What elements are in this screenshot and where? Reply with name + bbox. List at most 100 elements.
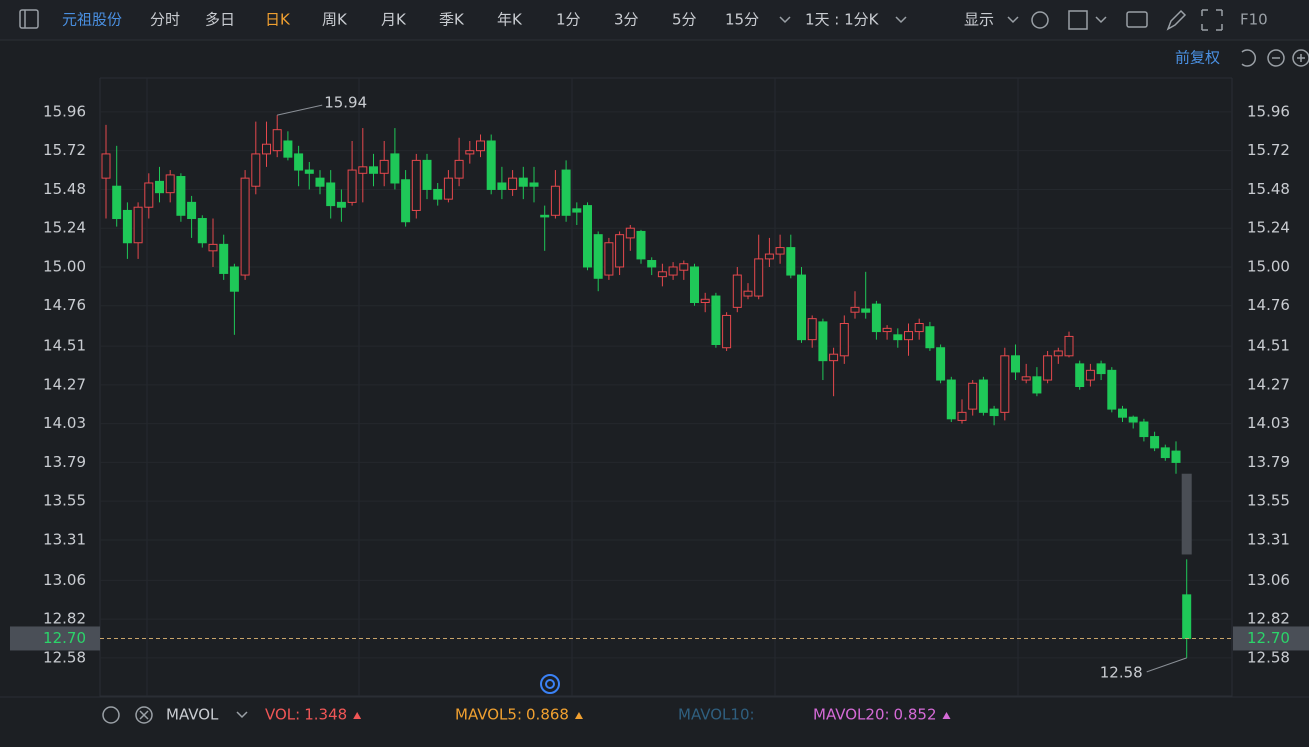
candle-body (1107, 369, 1117, 410)
candle-body (465, 150, 475, 155)
candle-body (304, 169, 314, 174)
candle-body (476, 140, 485, 152)
stock-name[interactable]: 元祖股份 (62, 11, 122, 29)
sidebar-toggle[interactable] (19, 9, 39, 29)
y-tick-label-right: 15.48 (1247, 180, 1290, 198)
pen-icon[interactable] (1166, 9, 1187, 31)
fullscreen-icon[interactable] (1201, 9, 1223, 31)
candle-body (272, 129, 282, 152)
toolbar-bg (0, 0, 1309, 40)
candle-body (764, 253, 774, 260)
candle-body (101, 153, 111, 179)
candle-body (1000, 355, 1010, 413)
event-marker-inner (545, 679, 555, 689)
candle-body (968, 382, 978, 410)
indicator-close-icon[interactable] (135, 706, 153, 724)
candle-body (176, 176, 186, 216)
indicator-name[interactable]: MAVOL (166, 706, 219, 724)
candle-body (743, 290, 753, 297)
candle-body (625, 227, 635, 239)
period-tab[interactable]: 多日 (205, 11, 235, 29)
event-marker[interactable] (540, 674, 560, 694)
y-tick-label-right: 15.00 (1247, 257, 1290, 275)
candle-body (754, 258, 764, 297)
candle-body (679, 263, 689, 271)
candle-body (369, 166, 378, 174)
candle-body (711, 295, 721, 346)
candle-body (1118, 408, 1127, 418)
undo-icon[interactable] (1241, 49, 1257, 67)
indicator-chevron[interactable] (236, 711, 248, 719)
candle-body (786, 247, 796, 276)
candle-body (508, 177, 518, 190)
candle-body (315, 177, 325, 187)
period-tab[interactable]: 5分 (672, 11, 697, 29)
y-tick-label-left: 13.31 (43, 530, 86, 548)
period-tab[interactable]: 3分 (614, 11, 639, 29)
candle-body (1075, 363, 1085, 387)
last-price-label-right: 12.70 (1247, 629, 1290, 647)
y-tick-label-left: 14.76 (43, 296, 86, 314)
candle-body (1096, 363, 1106, 375)
period-tab[interactable]: 周K (322, 11, 348, 29)
display-menu[interactable]: 显示 (964, 11, 994, 29)
indicator-settings-icon[interactable] (102, 706, 120, 724)
candle-body (572, 208, 582, 213)
camera-icon[interactable] (1126, 11, 1148, 28)
indicator-label: VOL: (265, 706, 300, 724)
candle-body (925, 326, 935, 349)
last-price-box-right (1233, 626, 1309, 651)
period-tab[interactable]: 1分 (556, 11, 581, 29)
candle-body (197, 218, 207, 244)
candle-body (1032, 376, 1042, 394)
candle-body (454, 159, 464, 179)
candle-body (497, 182, 507, 190)
candle-body (700, 298, 710, 304)
period-tab[interactable]: 月K (381, 11, 407, 29)
candle-body (187, 201, 197, 220)
candle-body (1064, 335, 1074, 357)
period-tab[interactable]: 季K (439, 11, 465, 29)
draw-box-icon[interactable] (1068, 10, 1088, 30)
indicator-value: 0.868 (526, 706, 569, 724)
y-tick-label-left: 13.06 (43, 571, 86, 589)
period-tab[interactable]: 15分 (725, 11, 759, 29)
indicator-label: MAVOL5: (455, 706, 522, 724)
adjust-mode[interactable]: 前复权 (1175, 49, 1220, 67)
candle-body (133, 206, 143, 244)
zoom-out-icon[interactable] (1267, 49, 1285, 67)
candle-body (112, 185, 122, 220)
candle-body (1053, 350, 1063, 357)
f10[interactable]: F10 (1240, 11, 1268, 29)
candle-body (657, 271, 667, 278)
candle-body (561, 169, 571, 216)
candle-body (850, 306, 860, 313)
interval[interactable]: 1天 : 1分K (805, 11, 880, 29)
candle-body (839, 323, 849, 357)
candle-body (957, 411, 967, 421)
candle-body (283, 140, 293, 158)
period-tab[interactable]: 分时 (150, 11, 180, 29)
candle-body (1171, 450, 1181, 463)
zoom-in-line (1297, 54, 1305, 62)
settings-icon[interactable] (1031, 11, 1049, 29)
candle-body (647, 260, 657, 268)
candle-body (358, 166, 368, 174)
period-tab[interactable]: 日K (265, 11, 291, 29)
y-tick-label-left: 14.03 (43, 414, 86, 432)
candle-body (294, 153, 304, 171)
candle-body (1150, 436, 1160, 449)
candle-body (807, 318, 817, 341)
chevrons (779, 16, 1107, 24)
zoom-in-icon[interactable] (1292, 49, 1309, 67)
candle-body (347, 169, 357, 203)
y-tick-label-left: 13.55 (43, 492, 86, 510)
y-tick-label-left: 15.24 (43, 219, 86, 237)
y-tick-label-right: 14.03 (1247, 414, 1290, 432)
y-tick-label-left: 15.00 (43, 257, 86, 275)
period-tab[interactable]: 年K (497, 11, 523, 29)
candle-body (861, 308, 871, 313)
candle-body (904, 331, 913, 341)
y-tick-label-left: 14.27 (43, 375, 86, 393)
candle-body (165, 174, 175, 194)
